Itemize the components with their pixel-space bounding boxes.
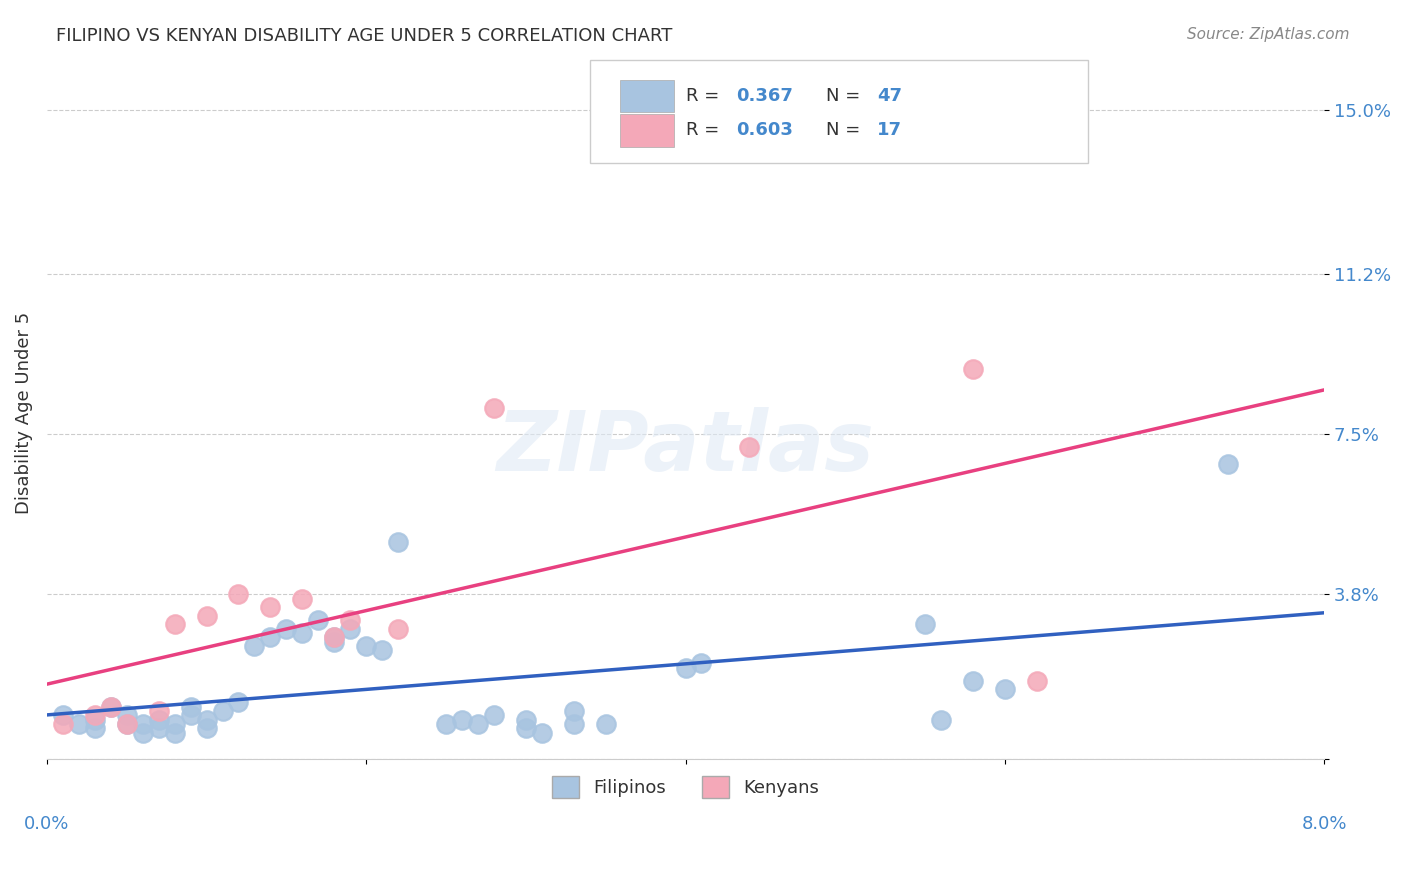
- Point: [914, 617, 936, 632]
- Point: [100, 699, 122, 714]
- Text: R =: R =: [686, 87, 724, 104]
- Point: [962, 362, 984, 376]
- Point: [595, 717, 617, 731]
- Text: 47: 47: [877, 87, 903, 104]
- Point: [115, 708, 138, 723]
- Point: [195, 713, 218, 727]
- Text: FILIPINO VS KENYAN DISABILITY AGE UNDER 5 CORRELATION CHART: FILIPINO VS KENYAN DISABILITY AGE UNDER …: [56, 27, 672, 45]
- Legend: Filipinos, Kenyans: Filipinos, Kenyans: [544, 769, 827, 805]
- Point: [259, 631, 281, 645]
- Point: [115, 717, 138, 731]
- Point: [67, 717, 90, 731]
- Text: Source: ZipAtlas.com: Source: ZipAtlas.com: [1187, 27, 1350, 42]
- Point: [291, 626, 314, 640]
- Point: [690, 657, 713, 671]
- Point: [675, 661, 697, 675]
- Point: [738, 440, 761, 454]
- Point: [228, 587, 250, 601]
- FancyBboxPatch shape: [589, 60, 1088, 163]
- Point: [515, 713, 537, 727]
- Point: [323, 631, 346, 645]
- Point: [339, 613, 361, 627]
- Point: [195, 721, 218, 735]
- Point: [307, 613, 329, 627]
- Point: [131, 717, 153, 731]
- Point: [562, 717, 585, 731]
- Point: [339, 622, 361, 636]
- Point: [387, 622, 409, 636]
- Point: [148, 721, 170, 735]
- Point: [482, 708, 505, 723]
- Point: [371, 643, 394, 657]
- FancyBboxPatch shape: [620, 79, 673, 112]
- Point: [163, 725, 186, 739]
- Point: [163, 717, 186, 731]
- Point: [929, 713, 952, 727]
- Y-axis label: Disability Age Under 5: Disability Age Under 5: [15, 311, 32, 514]
- Point: [211, 704, 233, 718]
- Point: [195, 608, 218, 623]
- Point: [228, 695, 250, 709]
- Point: [180, 699, 202, 714]
- Point: [962, 673, 984, 688]
- Text: 0.0%: 0.0%: [24, 814, 69, 833]
- Text: 0.367: 0.367: [737, 87, 793, 104]
- Point: [163, 617, 186, 632]
- Point: [562, 704, 585, 718]
- Point: [994, 682, 1017, 697]
- Text: 8.0%: 8.0%: [1302, 814, 1347, 833]
- Point: [387, 535, 409, 549]
- Point: [115, 717, 138, 731]
- Point: [1218, 458, 1240, 472]
- Point: [323, 631, 346, 645]
- Point: [52, 708, 75, 723]
- Point: [467, 717, 489, 731]
- Point: [434, 717, 457, 731]
- Text: N =: N =: [825, 87, 866, 104]
- Text: 0.603: 0.603: [737, 121, 793, 139]
- FancyBboxPatch shape: [620, 114, 673, 147]
- Point: [291, 591, 314, 606]
- Point: [259, 600, 281, 615]
- Point: [276, 622, 298, 636]
- Point: [243, 639, 266, 653]
- Point: [482, 401, 505, 416]
- Point: [1025, 673, 1047, 688]
- Point: [323, 635, 346, 649]
- Point: [83, 708, 105, 723]
- Point: [131, 725, 153, 739]
- Point: [148, 713, 170, 727]
- Text: N =: N =: [825, 121, 866, 139]
- Text: ZIPatlas: ZIPatlas: [496, 407, 875, 488]
- Text: 17: 17: [877, 121, 903, 139]
- Text: R =: R =: [686, 121, 724, 139]
- Point: [451, 713, 474, 727]
- Point: [100, 699, 122, 714]
- Point: [515, 721, 537, 735]
- Point: [83, 721, 105, 735]
- Point: [83, 713, 105, 727]
- Point: [354, 639, 377, 653]
- Point: [530, 725, 553, 739]
- Point: [148, 704, 170, 718]
- Point: [52, 717, 75, 731]
- Point: [180, 708, 202, 723]
